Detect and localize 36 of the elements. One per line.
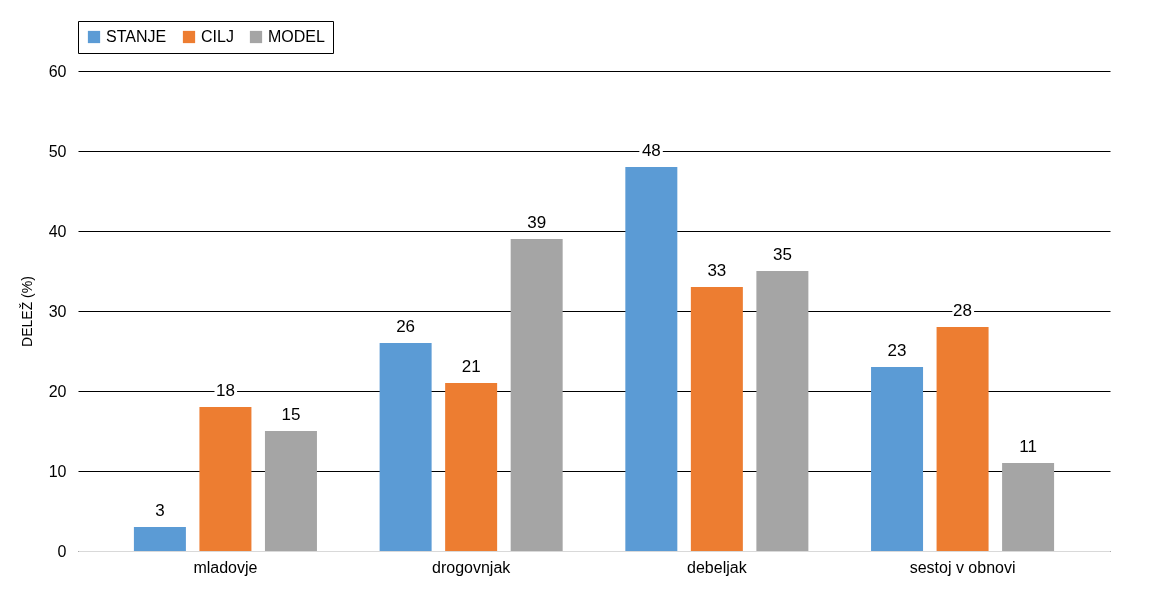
legend-label: STANJE <box>106 28 167 45</box>
data-label: 21 <box>461 357 481 376</box>
x-tick-label: drogovnjak <box>432 558 512 576</box>
y-tick-label: 50 <box>48 142 67 160</box>
data-label: 26 <box>396 317 416 336</box>
legend-label: CILJ <box>201 28 234 45</box>
bar <box>756 271 809 551</box>
bar <box>1002 463 1055 551</box>
data-label: 11 <box>1019 437 1037 456</box>
legend-label: MODEL <box>268 28 325 45</box>
bar <box>264 431 317 551</box>
bar <box>379 343 432 551</box>
bar <box>871 367 924 551</box>
x-tick-label: sestoj v obnovi <box>909 558 1016 576</box>
bar <box>199 407 252 551</box>
x-tick-label: mladovje <box>193 558 258 576</box>
data-label: 23 <box>887 341 907 360</box>
data-label: 3 <box>155 501 165 520</box>
y-axis-title: DELEŽ (%) <box>18 276 35 347</box>
y-tick-label: 20 <box>48 382 67 400</box>
bar <box>625 167 678 551</box>
bar <box>690 287 743 551</box>
x-tick-label: debeljak <box>687 558 748 576</box>
y-tick-label: 60 <box>48 62 67 80</box>
data-label: 33 <box>707 261 727 280</box>
bar <box>133 527 186 551</box>
y-tick-label: 0 <box>57 542 67 560</box>
data-label: 15 <box>281 405 301 424</box>
y-tick-label: 10 <box>48 462 67 480</box>
bar <box>445 383 498 551</box>
y-tick-label: 40 <box>48 222 67 240</box>
data-label: 39 <box>527 213 547 232</box>
data-label: 35 <box>772 245 792 264</box>
bar <box>936 327 989 551</box>
y-tick-label: 30 <box>48 302 67 320</box>
bar <box>510 239 563 551</box>
